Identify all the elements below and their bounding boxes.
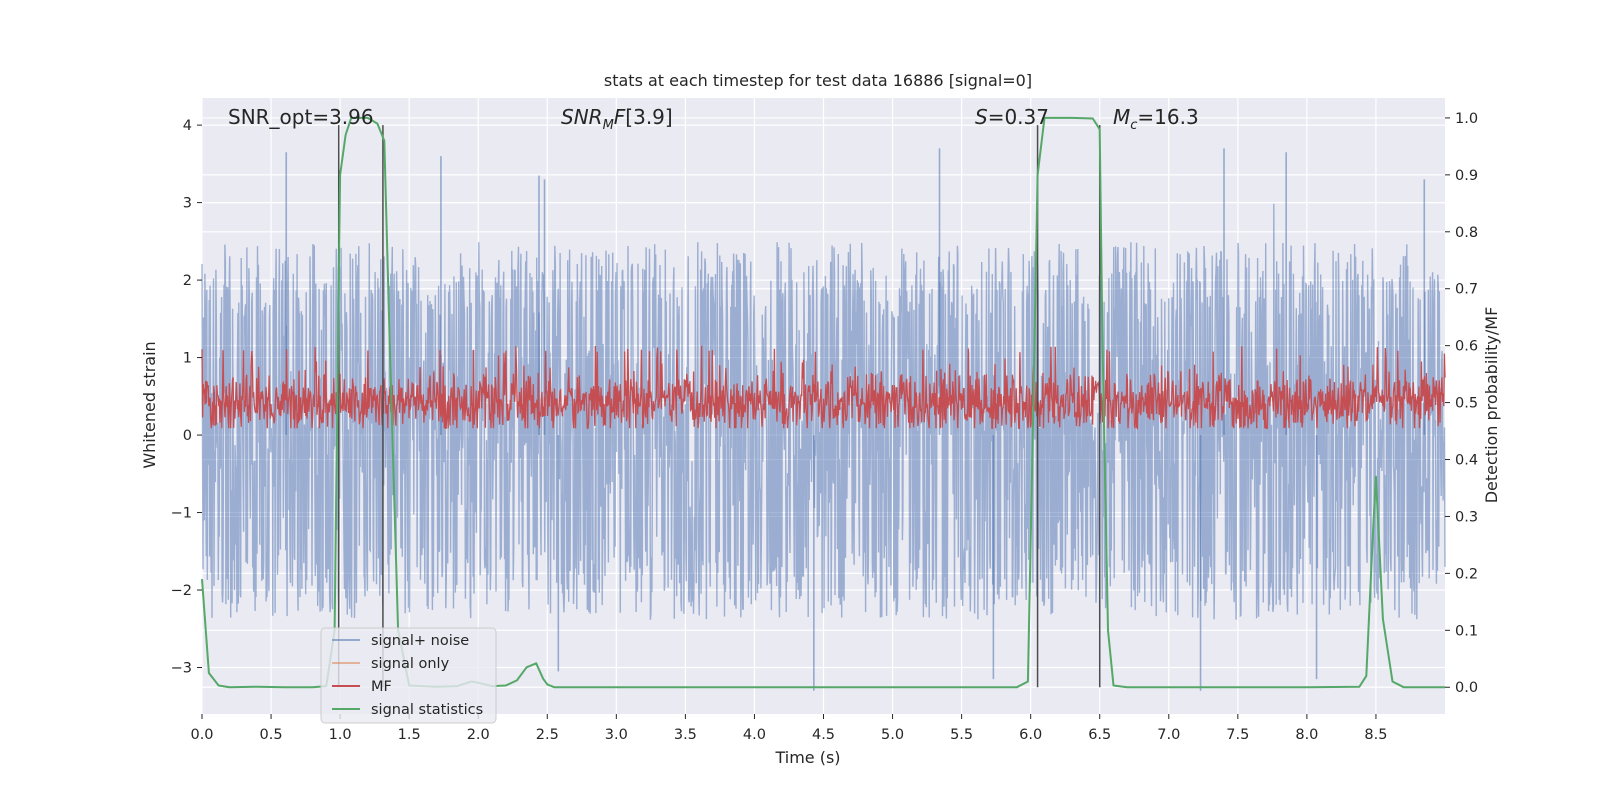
y-right-tick-label: 0.1 xyxy=(1455,623,1478,639)
x-tick-label: 5.0 xyxy=(881,727,904,743)
y-left-tick-label: 1 xyxy=(183,351,192,367)
legend-label-signal-only: signal only xyxy=(371,656,450,672)
x-tick-label: 0.0 xyxy=(190,727,213,743)
legend-label-signal-noise: signal+ noise xyxy=(371,633,469,649)
y-right-tick-label: 0.0 xyxy=(1455,680,1478,696)
y-right-tick-label: 0.6 xyxy=(1455,339,1478,355)
x-tick-label: 2.0 xyxy=(467,727,490,743)
y-left-tick-label: −1 xyxy=(171,506,192,522)
y-right-tick-label: 0.2 xyxy=(1455,566,1478,582)
x-tick-label: 1.5 xyxy=(398,727,421,743)
x-axis-label: Time (s) xyxy=(774,748,840,767)
y-axis-label-left: Whitened strain xyxy=(140,341,159,468)
y-left-tick-label: −3 xyxy=(171,661,192,677)
signal-noise-series xyxy=(201,148,1446,691)
snr-opt-annotation: SNR_opt=3.96 xyxy=(228,105,374,129)
y-left-tick-label: 2 xyxy=(183,273,192,289)
legend-label-mf: MF xyxy=(371,679,392,695)
mf-series xyxy=(201,345,1446,430)
x-tick-label: 2.5 xyxy=(536,727,559,743)
x-tick-label: 8.5 xyxy=(1364,727,1387,743)
y-right-tick-label: 0.7 xyxy=(1455,282,1478,298)
chart-title: stats at each timestep for test data 168… xyxy=(604,71,1032,90)
x-tick-label: 8.0 xyxy=(1295,727,1318,743)
mc-value: =16.3 xyxy=(1137,105,1198,129)
x-tick-label: 7.0 xyxy=(1157,727,1180,743)
s-annotation: S=0.37 xyxy=(975,105,1049,129)
y-left-tick-label: −2 xyxy=(171,583,192,599)
x-tick-label: 4.5 xyxy=(812,727,835,743)
y-left-tick-label: 4 xyxy=(183,118,192,134)
signal-statistics-line xyxy=(201,116,1445,689)
snr-mf-annotation: SNRMF[3.9] xyxy=(561,105,673,133)
y-right-tick-label: 0.9 xyxy=(1455,168,1478,184)
x-tick-label: 3.5 xyxy=(674,727,697,743)
y-left-tick-label: 3 xyxy=(183,196,192,212)
tick-labels: 0.0 0.5 1.0 1.5 2.0 2.5 3.0 3.5 4.0 4.5 5.0 5.5 6.0 6… xyxy=(171,111,1478,743)
mf-line xyxy=(201,345,1446,430)
legend-box xyxy=(320,627,497,724)
legend: signal+ noise signal only MF signal stat… xyxy=(320,627,497,724)
legend-label-signal-statistics: signal statistics xyxy=(371,702,483,718)
y-right-tick-label: 0.5 xyxy=(1455,396,1478,412)
mc-annotation: Mc=16.3 xyxy=(1113,105,1199,133)
s-value: =0.37 xyxy=(988,105,1049,129)
y-axis-label-right: Detection probability/MF xyxy=(1482,307,1501,504)
y-right-tick-label: 0.4 xyxy=(1455,453,1478,469)
x-tick-label: 3.0 xyxy=(605,727,628,743)
x-tick-label: 7.5 xyxy=(1226,727,1249,743)
y-right-tick-label: 0.8 xyxy=(1455,225,1478,241)
x-tick-label: 6.0 xyxy=(1019,727,1042,743)
y-right-tick-label: 0.3 xyxy=(1455,509,1478,525)
signal-statistics-series xyxy=(201,116,1445,689)
x-tick-label: 0.5 xyxy=(260,727,283,743)
y-right-tick-label: 1.0 xyxy=(1455,111,1478,127)
x-tick-label: 1.0 xyxy=(329,727,352,743)
y-left-tick-label: 0 xyxy=(183,428,192,444)
x-tick-label: 5.5 xyxy=(950,727,973,743)
x-tick-label: 4.0 xyxy=(743,727,766,743)
x-tick-label: 6.5 xyxy=(1088,727,1111,743)
snr-mf-value: [3.9] xyxy=(625,105,672,129)
signal-noise-line xyxy=(201,203,1446,620)
